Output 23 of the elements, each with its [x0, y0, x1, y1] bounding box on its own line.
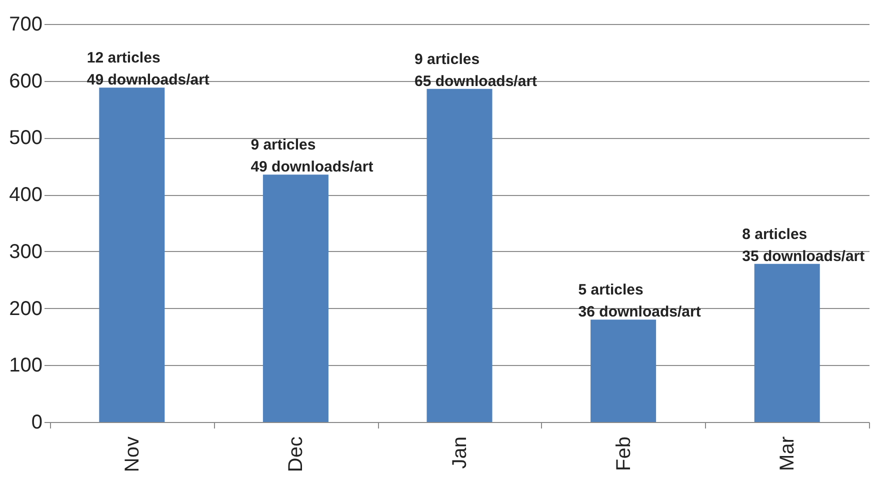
y-tick-label: 100: [9, 354, 42, 377]
annotation: 8 articles 35 downloads/art: [742, 226, 865, 265]
y-tick-label: 400: [9, 184, 42, 206]
y-tick-label: 700: [9, 14, 42, 36]
x-tick-label: Dec: [285, 436, 308, 472]
bar: [590, 320, 656, 422]
y-tick-label: 500: [9, 127, 42, 150]
y-tick-label: 200: [9, 298, 42, 320]
y-tick-label: 300: [9, 240, 42, 263]
annotation: 9 articles 65 downloads/art: [414, 50, 538, 90]
bar: [754, 264, 820, 422]
bar: [426, 88, 492, 422]
annotation: 12 articles 49 downloads/art: [86, 50, 210, 89]
bar: [262, 174, 328, 422]
x-tick-label: Feb: [612, 436, 635, 471]
y-tick-label: 600: [9, 70, 42, 92]
bar: [99, 88, 165, 422]
annotation: 5 articles 36 downloads/art: [578, 282, 701, 321]
x-tick-label: Jan: [449, 436, 471, 469]
x-tick-label: Nov: [121, 436, 144, 472]
annotation: 9 articles 49 downloads/art: [250, 136, 374, 176]
x-tick-label: Mar: [776, 436, 799, 471]
y-tick-label: 0: [31, 412, 42, 434]
